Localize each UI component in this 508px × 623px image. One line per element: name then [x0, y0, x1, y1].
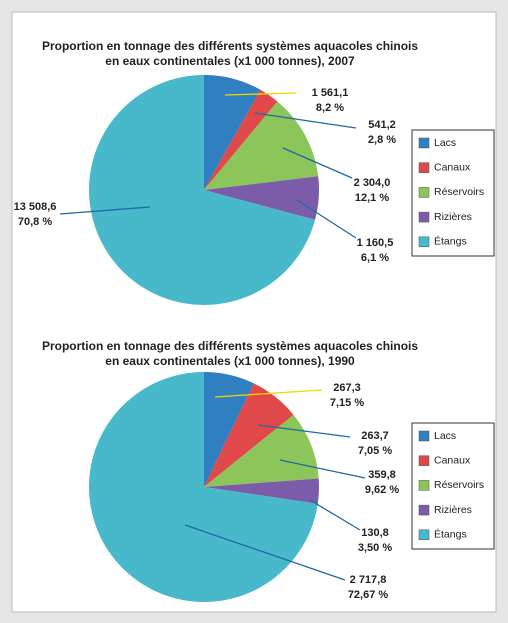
legend-swatch: [418, 211, 430, 223]
pie-slice: [204, 176, 319, 220]
legend-swatch: [418, 236, 430, 248]
leader-line: [282, 147, 353, 179]
leader-line: [296, 199, 357, 239]
legend-swatch: [418, 430, 430, 442]
legend-swatch: [418, 504, 430, 516]
leader-line: [224, 92, 297, 96]
leader-line: [184, 524, 346, 581]
percent-label: 8,2 %: [316, 102, 344, 114]
pie-slice: [204, 414, 319, 487]
legend-label: Lacs: [434, 137, 456, 149]
value-label: 2 304,0: [354, 177, 391, 189]
legend-label: Réservoirs: [434, 186, 484, 198]
pie-slice: [204, 383, 294, 487]
value-label: 359,8: [368, 469, 396, 481]
value-label: 263,7: [361, 430, 389, 442]
percent-label: 7,05 %: [358, 445, 392, 457]
legend-label: Canaux: [434, 161, 471, 173]
value-label: 1 561,1: [312, 87, 349, 99]
pie-slice: [88, 372, 318, 602]
chart-title: Proportion en tonnage des différents sys…: [42, 39, 418, 53]
legend-label: Lacs: [434, 430, 456, 442]
value-label: 1 160,5: [357, 237, 394, 249]
percent-label: 6,1 %: [361, 252, 389, 264]
legend-label: Étangs: [434, 528, 467, 541]
percent-label: 7,15 %: [330, 397, 364, 409]
percent-label: 3,50 %: [358, 542, 392, 554]
value-label: 2 717,8: [350, 574, 387, 586]
chart-title: Proportion en tonnage des différents sys…: [42, 339, 418, 353]
legend-swatch: [418, 529, 430, 541]
percent-label: 72,67 %: [348, 589, 389, 601]
legend-label: Réservoirs: [434, 479, 484, 491]
percent-label: 12,1 %: [355, 192, 389, 204]
pie-slice: [204, 371, 254, 487]
chart-title: en eaux continentales (x1 000 tonnes), 2…: [105, 54, 355, 68]
value-label: 267,3: [333, 382, 361, 394]
pie-slice: [88, 75, 316, 305]
leader-line: [214, 389, 323, 398]
percent-label: 9,62 %: [365, 484, 399, 496]
legend-swatch: [418, 480, 430, 491]
chart-title: en eaux continentales (x1 000 tonnes), 1…: [105, 354, 355, 368]
legend: [411, 129, 495, 257]
value-label: 13 508,6: [14, 201, 57, 213]
percent-label: 70,8 %: [18, 216, 52, 228]
percent-label: 2,8 %: [368, 134, 396, 146]
legend-swatch: [418, 455, 430, 466]
leader-line: [59, 206, 151, 215]
leader-line: [257, 424, 351, 438]
value-label: 130,8: [361, 527, 389, 539]
legend-swatch: [418, 162, 430, 173]
legend-label: Étangs: [434, 235, 467, 248]
pie-slice: [204, 75, 261, 190]
leader-line: [309, 499, 361, 531]
pie-slice: [204, 101, 319, 190]
legend-swatch: [418, 137, 430, 149]
leader-line: [254, 112, 357, 129]
legend-label: Canaux: [434, 454, 471, 466]
legend-swatch: [418, 187, 430, 198]
value-label: 541,2: [368, 119, 396, 131]
pie-slice: [204, 89, 278, 190]
legend-label: Rizières: [434, 211, 472, 223]
legend-label: Rizières: [434, 504, 472, 516]
leader-line: [279, 459, 366, 479]
pie-slice: [204, 478, 319, 504]
